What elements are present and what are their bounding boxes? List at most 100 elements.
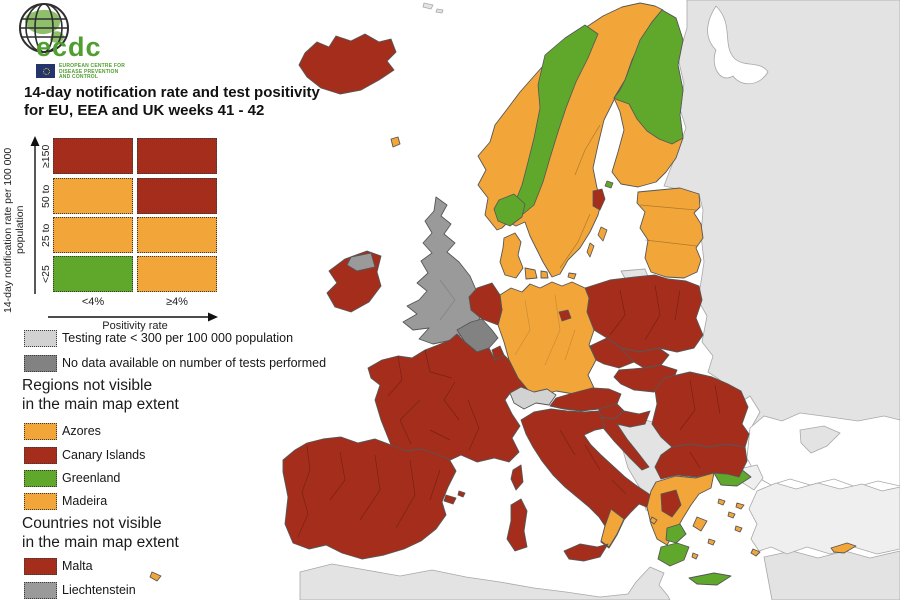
matrix-row-label: 50 to 149 <box>40 184 64 208</box>
region-spain-portugal <box>282 436 457 560</box>
regions-not-visible-heading: Regions not visible in the main map exte… <box>22 377 179 413</box>
matrix-legend: 14-day notification rate per 100 000 pop… <box>0 128 230 338</box>
region-balearic-islands <box>457 490 466 498</box>
internal-region-borders-light <box>439 279 576 366</box>
region-slovakia <box>620 347 670 369</box>
madeira-label: Madeira <box>62 494 108 508</box>
matrix-cell <box>137 178 217 214</box>
region-oland <box>586 242 595 258</box>
canary-islands-label: Canary Islands <box>62 448 146 462</box>
region-norway-inland <box>513 24 599 216</box>
region-peloponnese <box>657 542 690 567</box>
region-cyprus <box>830 542 857 554</box>
region-islet-north-2 <box>435 8 444 14</box>
region-aegean-island <box>691 552 699 560</box>
malta-label: Malta <box>62 559 93 573</box>
matrix-cell <box>137 217 217 253</box>
region-croatia <box>598 410 651 471</box>
region-norway-south <box>493 193 526 227</box>
region-sardinia <box>506 498 528 552</box>
region-lesbos <box>735 502 745 510</box>
region-netherlands <box>468 282 503 326</box>
internal-region-borders <box>297 124 721 538</box>
globe-icon <box>19 3 69 53</box>
region-balearic-islands <box>443 494 457 505</box>
region-poland <box>584 274 704 353</box>
region-france <box>367 333 529 463</box>
region-corfu <box>649 516 658 525</box>
region-aegean-island <box>727 511 736 519</box>
ecdc-wordmark: ecdc <box>36 32 102 62</box>
map-title: 14-day notification rate and test positi… <box>24 84 320 119</box>
region-aegean-island <box>717 498 726 506</box>
region-black-sea <box>746 412 900 488</box>
region-islet-north-1 <box>422 2 434 10</box>
greenland-swatch <box>24 470 57 487</box>
region-aegean-island <box>734 525 743 533</box>
region-finland-north <box>613 9 684 145</box>
ecdc-org-name: EUROPEAN CENTRE FOR DISEASE PREVENTION A… <box>59 63 126 80</box>
ecdc-logo: ecdc EUROPEAN CENTRE FOR DISEASE PREVENT… <box>12 2 142 84</box>
region-euboea <box>692 516 708 532</box>
eu-flag-icon <box>36 64 55 78</box>
matrix-cell <box>137 256 217 292</box>
region-stockholm <box>592 188 606 211</box>
testing-rate-label: Testing rate < 300 per 100 000 populatio… <box>62 331 294 345</box>
matrix-col-label: <4% <box>81 296 105 308</box>
x-axis-arrow <box>48 312 218 322</box>
region-calabria <box>600 508 625 548</box>
region-bulgaria <box>654 443 748 480</box>
liechtenstein-swatch <box>24 582 57 599</box>
countries-not-visible-heading: Countries not visible in the main map ex… <box>22 515 179 551</box>
malta-swatch <box>24 558 57 575</box>
region-corsica <box>510 464 524 491</box>
matrix-cell <box>53 178 133 214</box>
region-greece <box>646 472 715 546</box>
region-baltic-states <box>636 187 704 279</box>
region-greece-northwest <box>660 489 682 518</box>
azores-swatch <box>24 423 57 440</box>
region-rhodes <box>750 548 761 557</box>
matrix-y-axis-label: 14-day notification rate per 100 000 pop… <box>2 147 26 313</box>
madeira-swatch <box>24 493 57 510</box>
region-berlin <box>558 309 572 322</box>
region-madeira-island <box>149 571 162 582</box>
y-axis-arrow <box>30 136 40 294</box>
region-turkey <box>748 482 900 555</box>
region-faroe-islands <box>390 136 401 148</box>
greenland-label: Greenland <box>62 471 121 485</box>
liechtenstein-label: Liechtenstein <box>62 583 136 597</box>
matrix-cell <box>53 256 133 292</box>
azores-label: Azores <box>62 424 101 438</box>
region-gotland <box>597 226 608 242</box>
matrix-row-label: ≥150 <box>40 144 52 168</box>
region-crimea <box>799 425 841 454</box>
region-switzerland <box>509 386 557 410</box>
no-data-swatch <box>24 355 57 372</box>
matrix-col-label: ≥4% <box>166 296 188 308</box>
matrix-cell <box>53 217 133 253</box>
matrix-cell <box>53 138 133 174</box>
matrix-row-label: 25 to 49 <box>40 223 64 247</box>
region-aland <box>604 180 614 189</box>
region-crete <box>688 572 732 586</box>
canary-islands-swatch <box>24 447 57 464</box>
region-sicily <box>563 543 609 562</box>
region-northern-ireland <box>346 252 376 272</box>
region-denmark-island <box>524 267 538 280</box>
region-greece-west <box>665 523 687 544</box>
no-data-label: No data available on number of tests per… <box>62 356 327 370</box>
region-white-sea <box>707 5 769 85</box>
region-denmark <box>499 232 524 279</box>
testing-rate-swatch <box>24 330 57 347</box>
region-bornholm <box>567 272 577 280</box>
region-aegean-island <box>707 538 716 546</box>
region-great-britain <box>402 196 481 345</box>
matrix-x-axis-label: Positivity rate <box>102 320 168 332</box>
matrix-cell <box>137 138 217 174</box>
region-iceland <box>298 33 397 95</box>
region-denmark-island <box>540 270 549 279</box>
matrix-row-label: <25 <box>40 265 52 283</box>
